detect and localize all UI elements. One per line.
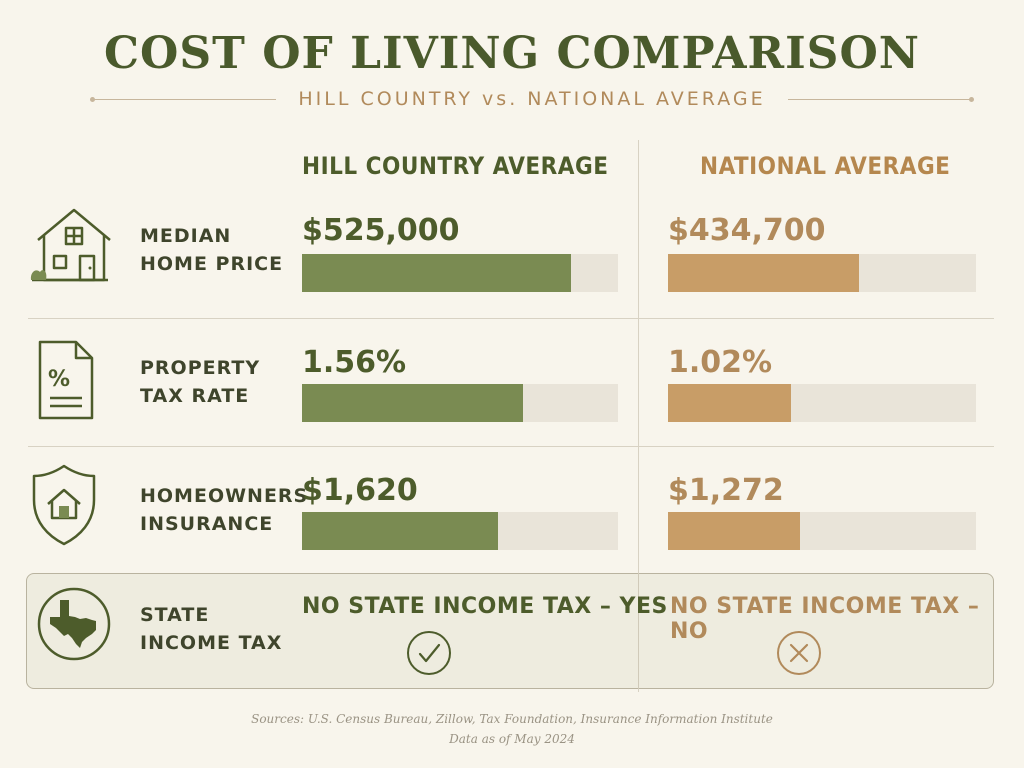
bar-track-national-home-price — [668, 254, 976, 292]
column-header-national: NATIONAL AVERAGE — [700, 152, 951, 180]
income-tax-local-text: NO STATE INCOME TAX – YES — [302, 594, 668, 619]
page-title: COST OF LIVING COMPARISON — [104, 28, 920, 79]
bar-track-local-property-tax — [302, 384, 618, 422]
label-median-home-price: MEDIAN HOME PRICE — [140, 222, 283, 278]
value-national-property-tax: 1.02% — [668, 345, 773, 380]
value-local-insurance: $1,620 — [302, 473, 418, 508]
x-circle-icon — [777, 631, 821, 675]
tax-document-icon: % — [38, 340, 94, 420]
label-line-2: INSURANCE — [140, 513, 274, 535]
sources-note: Sources: U.S. Census Bureau, Zillow, Tax… — [251, 712, 773, 726]
bar-national-insurance — [668, 512, 801, 550]
label-line-1: MEDIAN — [140, 225, 232, 247]
bar-track-national-insurance — [668, 512, 976, 550]
income-tax-national-text: NO STATE INCOME TAX – NO — [670, 594, 980, 644]
label-property-tax-rate: PROPERTY TAX RATE — [140, 354, 260, 410]
row-separator — [28, 318, 994, 319]
check-circle-icon — [407, 631, 451, 675]
label-line-1: STATE — [140, 604, 210, 626]
state-income-tax-panel — [26, 573, 994, 689]
page-subtitle: HILL COUNTRY vs. NATIONAL AVERAGE — [298, 88, 766, 110]
label-line-2: HOME PRICE — [140, 253, 284, 275]
label-state-income-tax: STATE INCOME TAX — [140, 601, 282, 657]
value-national-home-price: $434,700 — [668, 213, 826, 248]
svg-text:%: % — [48, 367, 70, 392]
value-national-insurance: $1,272 — [668, 473, 784, 508]
house-icon — [30, 208, 111, 282]
label-line-2: INCOME TAX — [140, 632, 283, 654]
bar-local-home-price — [302, 254, 571, 292]
label-line-2: TAX RATE — [140, 385, 250, 407]
bar-national-property-tax — [668, 384, 792, 422]
subtitle-rule-right — [787, 96, 975, 102]
column-header-hill-country: HILL COUNTRY AVERAGE — [302, 152, 609, 180]
tax-panel-divider — [638, 573, 639, 689]
bar-track-national-property-tax — [668, 384, 976, 422]
label-line-1: HOMEOWNERS — [140, 485, 309, 507]
subtitle-rule-left — [89, 96, 277, 102]
value-local-home-price: $525,000 — [302, 213, 460, 248]
bar-local-insurance — [302, 512, 498, 550]
bar-national-home-price — [668, 254, 859, 292]
shield-house-icon — [32, 464, 96, 546]
row-separator — [28, 446, 994, 447]
data-date-note: Data as of May 2024 — [449, 732, 575, 746]
bar-track-local-home-price — [302, 254, 618, 292]
texas-map-icon — [37, 587, 111, 661]
bar-track-local-insurance — [302, 512, 618, 550]
subtitle-row: HILL COUNTRY vs. NATIONAL AVERAGE — [89, 86, 975, 112]
label-homeowners-insurance: HOMEOWNERS INSURANCE — [140, 482, 308, 538]
column-divider — [638, 140, 639, 692]
bar-local-property-tax — [302, 384, 524, 422]
value-local-property-tax: 1.56% — [302, 345, 407, 380]
label-line-1: PROPERTY — [140, 357, 261, 379]
